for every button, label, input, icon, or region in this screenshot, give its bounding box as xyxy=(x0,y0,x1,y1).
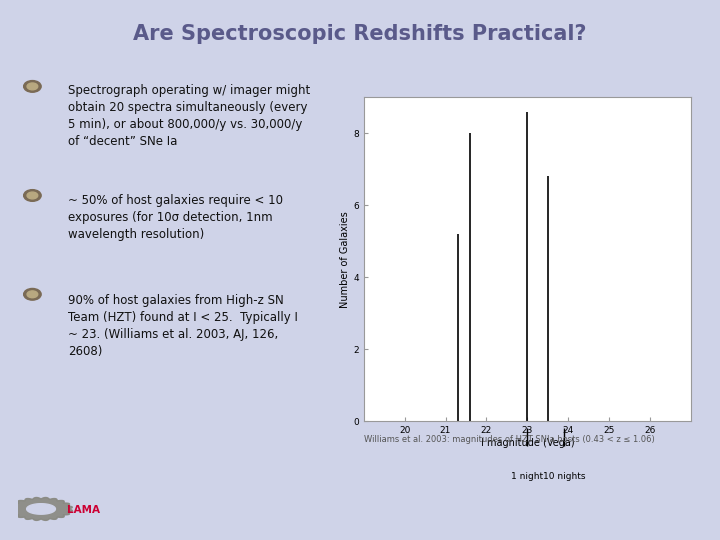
Polygon shape xyxy=(10,497,72,521)
X-axis label: I magnitude (Vega): I magnitude (Vega) xyxy=(480,438,575,448)
Ellipse shape xyxy=(27,291,37,298)
Text: Williams et al. 2003: magnitudes of HZT SNIa hosts (0.43 < z ≤ 1.06): Williams et al. 2003: magnitudes of HZT … xyxy=(364,435,654,444)
Text: ~ 50% of host galaxies require < 10
exposures (for 10σ detection, 1nm
wavelength: ~ 50% of host galaxies require < 10 expo… xyxy=(68,194,284,241)
Ellipse shape xyxy=(27,83,37,90)
Text: LAMA: LAMA xyxy=(67,505,100,515)
Ellipse shape xyxy=(24,190,41,201)
Text: 90% of host galaxies from High-z SN
Team (HZT) found at I < 25.  Typically I
~ 2: 90% of host galaxies from High-z SN Team… xyxy=(68,294,298,359)
Text: 1 night: 1 night xyxy=(511,471,544,481)
Y-axis label: Number of Galaxies: Number of Galaxies xyxy=(341,211,350,308)
Polygon shape xyxy=(27,504,55,514)
Ellipse shape xyxy=(24,80,41,92)
Ellipse shape xyxy=(27,192,37,199)
Text: 10 nights: 10 nights xyxy=(543,471,585,481)
Text: Spectrograph operating w/ imager might
obtain 20 spectra simultaneously (every
5: Spectrograph operating w/ imager might o… xyxy=(68,84,310,148)
Text: Are Spectroscopic Redshifts Practical?: Are Spectroscopic Redshifts Practical? xyxy=(133,24,587,44)
Ellipse shape xyxy=(24,288,41,300)
